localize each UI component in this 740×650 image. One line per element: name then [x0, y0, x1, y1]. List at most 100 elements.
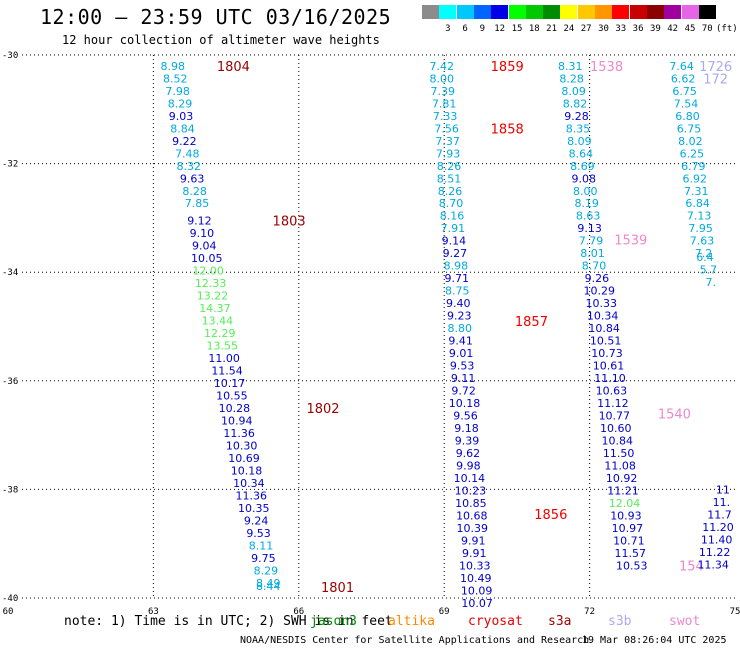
wave-height-value: 10.51	[590, 335, 622, 348]
wave-height-value: 8.32	[177, 160, 202, 173]
wave-height-value: 8.82	[563, 97, 588, 110]
color-swatch	[560, 5, 578, 19]
color-swatch	[543, 5, 561, 19]
pass-time-label: 1858	[491, 122, 524, 137]
wave-height-value: 7.63	[690, 235, 715, 248]
wave-height-value: 11.20	[702, 521, 734, 534]
wave-height-value: 7.79	[579, 235, 604, 248]
wave-height-value: 9.10	[190, 227, 215, 240]
wave-height-value: 11.00	[208, 352, 240, 365]
wave-height-value: 8.02	[678, 135, 703, 148]
color-scale-label: 9	[479, 24, 486, 34]
color-swatch	[525, 5, 543, 19]
wave-height-value: 8.70	[439, 197, 464, 210]
wave-height-value: 8.75	[445, 285, 470, 298]
wave-height-value: 7.	[706, 276, 717, 289]
wave-height-value: 11.22	[699, 546, 731, 559]
wave-height-value: 11.34	[697, 558, 729, 571]
color-swatch	[698, 5, 716, 19]
wave-height-value: 12.00	[192, 265, 224, 278]
wave-height-value: 6.80	[675, 110, 700, 123]
color-scale-label: 12	[494, 24, 506, 34]
wave-height-value: 8.44	[256, 580, 281, 593]
wave-height-value: 10.63	[596, 385, 628, 398]
legend-item-swot: swot	[669, 614, 701, 629]
wave-height-value: 14.37	[199, 302, 231, 315]
wave-height-value: 10.77	[599, 410, 631, 423]
wave-height-value: 11.12	[597, 397, 629, 410]
color-swatch	[491, 5, 509, 19]
wave-height-value: 11	[716, 483, 730, 496]
wave-height-value: 7.33	[433, 110, 458, 123]
wave-height-value: 10.39	[457, 522, 489, 535]
wave-height-value: 10.94	[221, 414, 253, 427]
wave-height-value: 12.33	[195, 277, 227, 290]
wave-height-value: 9.24	[244, 514, 269, 527]
wave-height-value: 7.39	[430, 85, 455, 98]
wave-height-value: 8.98	[444, 260, 469, 273]
wave-height-value: 10.53	[616, 559, 648, 572]
wave-height-value: 9.14	[442, 235, 467, 248]
wave-height-value: 11.21	[607, 484, 639, 497]
wave-height-value: 6.25	[680, 147, 705, 160]
pass-time-label: 1804	[217, 60, 250, 75]
wave-height-value: 11.50	[603, 447, 635, 460]
pass-time-label: 1540	[658, 407, 691, 422]
wave-height-value: 10.35	[238, 502, 270, 515]
wave-height-value: 7.91	[441, 222, 466, 235]
wave-height-value: 10.28	[219, 402, 251, 415]
wave-height-value: 9.62	[456, 447, 481, 460]
wave-height-value: 5.7	[700, 263, 718, 276]
pass-time-label: 154	[679, 559, 704, 574]
wave-height-value: 8.64	[569, 147, 594, 160]
wave-height-value: 10.09	[461, 584, 493, 597]
wave-height-value: 8.31	[558, 60, 583, 73]
wave-height-value: 9.91	[462, 547, 487, 560]
wave-height-value: 8.98	[161, 60, 186, 73]
pass-time-label: 1857	[515, 315, 548, 330]
wave-height-value: 11.57	[615, 547, 647, 560]
wave-height-value: 9.53	[246, 527, 271, 540]
color-swatch	[473, 5, 491, 19]
wave-height-value: 10.29	[584, 285, 616, 298]
wave-height-value: 6.75	[677, 122, 702, 135]
wave-height-value: 9.98	[456, 460, 481, 473]
wave-height-value: 9.41	[448, 335, 473, 348]
lat-tick-label: -34	[2, 268, 18, 278]
wave-height-value: 11.40	[701, 533, 733, 546]
wave-height-value: 10.23	[455, 484, 487, 497]
legend-item-altika: altika	[388, 614, 435, 629]
color-scale-label: 36	[632, 24, 644, 34]
wave-height-value: 8.28	[559, 72, 584, 85]
wave-height-value: 9.22	[172, 135, 197, 148]
pass-time-label: 1859	[491, 60, 524, 75]
legend-item-s3a: s3a	[548, 614, 572, 629]
lon-tick-label: 75	[730, 607, 740, 617]
pass-time-label: 1539	[614, 234, 647, 249]
wave-height-value: 11.54	[211, 364, 243, 377]
wave-height-value: 8.51	[437, 172, 462, 185]
lat-tick-label: -38	[2, 485, 18, 495]
footer-credit: NOAA/NESDIS Center for Satellite Applica…	[240, 635, 590, 646]
wave-height-value: 10.33	[585, 297, 617, 310]
wave-height-value: 7.93	[436, 147, 461, 160]
wave-height-value: 6.4	[696, 251, 714, 264]
wave-height-value: 8.29	[168, 97, 193, 110]
wave-height-value: 10.61	[593, 360, 625, 373]
wave-height-value: 10.18	[231, 464, 263, 477]
lat-tick-label: -30	[2, 51, 18, 61]
lat-tick-label: -36	[2, 377, 18, 387]
wave-height-value: 8.09	[567, 135, 592, 148]
wave-height-value: 11.08	[604, 460, 636, 473]
wave-height-value: 10.55	[216, 389, 248, 402]
wave-height-value: 10.71	[613, 534, 645, 547]
wave-height-value: 8.00	[573, 185, 598, 198]
wave-height-value: 10.17	[214, 377, 246, 390]
wave-height-value: 8.00	[430, 72, 455, 85]
color-scale-label: 3	[445, 24, 451, 34]
wave-height-value: 10.73	[591, 347, 623, 360]
wave-height-value: 10.84	[601, 435, 633, 448]
color-swatch	[422, 5, 439, 19]
wave-height-value: 8.69	[570, 160, 595, 173]
wave-height-value: 9.01	[449, 347, 474, 360]
